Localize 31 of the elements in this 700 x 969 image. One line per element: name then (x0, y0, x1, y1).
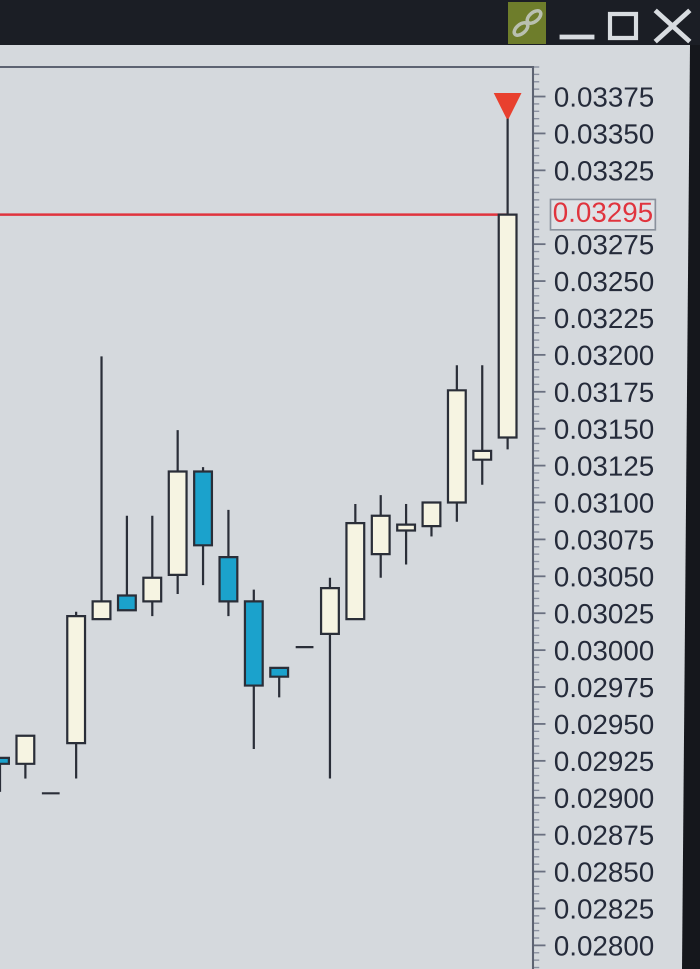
candlestick (396, 502, 416, 566)
y-tick-label: 0.02875 (554, 825, 654, 845)
y-tick-label: 0.02800 (554, 936, 654, 956)
y-tick-label: 0.03375 (554, 87, 654, 107)
y-tick-label: 0.02975 (554, 678, 654, 698)
y-tick-label: 0.02850 (554, 862, 654, 882)
y-tick-label: 0.02950 (554, 714, 654, 734)
y-tick-label: 0.03175 (554, 382, 654, 402)
candlestick (472, 364, 492, 486)
y-tick-label: 0.03100 (554, 493, 654, 513)
y-tick-label: 0.03225 (554, 308, 654, 328)
y-tick-label: 0.03325 (554, 161, 654, 181)
y-tick-label: 0.02900 (554, 788, 654, 808)
y-tick-label: 0.03200 (554, 346, 654, 366)
y-tick-label: 0.02825 (554, 899, 654, 919)
candlestick (116, 514, 137, 612)
y-tick-label: 0.03125 (554, 456, 654, 476)
y-tick-label: 0.02925 (554, 752, 654, 772)
y-tick-label: 0.03275 (554, 234, 654, 254)
y-tick-label: 0.03350 (554, 124, 654, 144)
candlestick (421, 501, 442, 538)
candlestick (142, 514, 162, 618)
y-tick-label: 0.03000 (554, 640, 654, 660)
y-tick-label: 0.03050 (554, 566, 654, 587)
candlestick (92, 355, 112, 620)
y-tick-label: 0.03150 (554, 419, 654, 440)
y-tick-label: 0.03025 (554, 604, 654, 624)
candlestick (269, 666, 290, 698)
ref-line-label: 0.03295 (554, 202, 652, 222)
y-tick-label: 0.03250 (554, 272, 654, 292)
y-tick-label: 0.03075 (554, 530, 654, 550)
